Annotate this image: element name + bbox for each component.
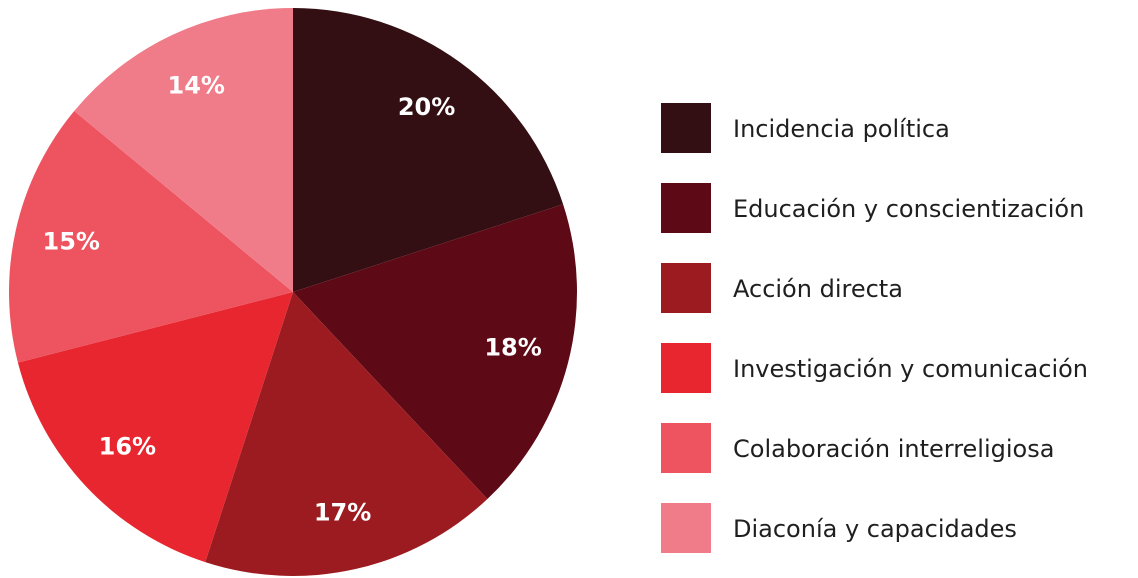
pie-slice bbox=[17, 292, 293, 563]
pie-slice bbox=[293, 204, 577, 500]
legend-label: Educación y conscientización bbox=[733, 195, 1084, 223]
data-label: 17% bbox=[314, 499, 371, 527]
legend-swatch bbox=[661, 343, 711, 393]
data-label: 16% bbox=[99, 433, 156, 461]
data-label: 20% bbox=[398, 93, 455, 121]
legend-swatch bbox=[661, 423, 711, 473]
data-label: 15% bbox=[43, 227, 100, 255]
legend-label: Colaboración interreligiosa bbox=[733, 435, 1054, 463]
legend-label: Acción directa bbox=[733, 275, 903, 303]
pie-slice bbox=[205, 292, 488, 576]
pie-slice bbox=[8, 110, 293, 363]
legend-swatch bbox=[661, 263, 711, 313]
legend-label: Incidencia política bbox=[733, 115, 950, 143]
data-label: 18% bbox=[484, 334, 541, 362]
legend-label: Investigación y comunicación bbox=[733, 355, 1088, 383]
pie-slice bbox=[293, 8, 564, 292]
legend-swatch bbox=[661, 503, 711, 553]
legend-swatch bbox=[661, 103, 711, 153]
pie-slice bbox=[74, 8, 293, 292]
data-label: 14% bbox=[168, 71, 225, 99]
legend-swatch bbox=[661, 183, 711, 233]
legend-label: Diaconía y capacidades bbox=[733, 515, 1017, 543]
